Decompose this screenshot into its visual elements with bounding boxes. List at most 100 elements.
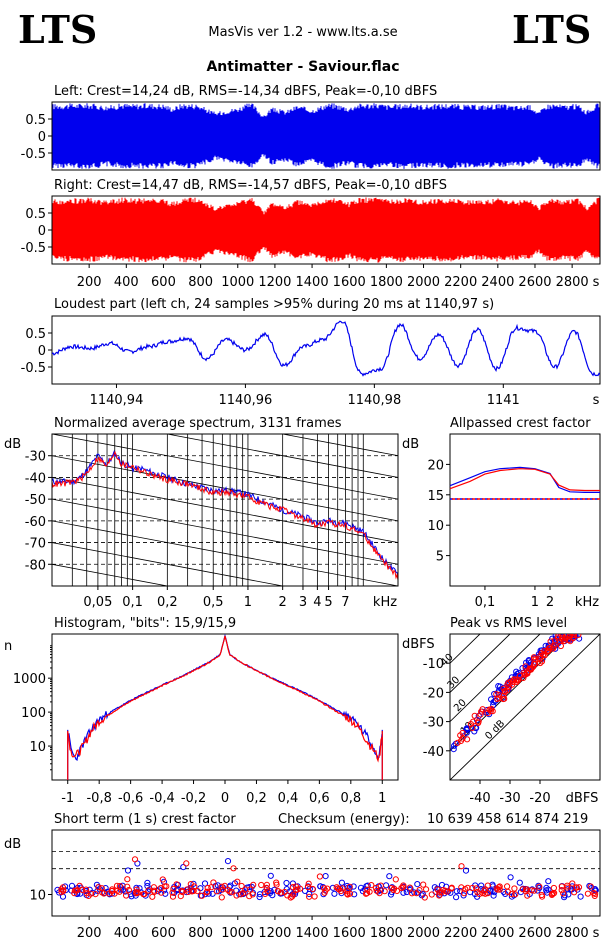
spectrum-y-label: dB <box>4 437 21 452</box>
spectrum-slope-line <box>52 498 398 565</box>
short-term-point-red <box>221 882 228 890</box>
peak-rms-point-right <box>477 711 484 718</box>
short-term-point-red <box>177 893 184 900</box>
short_term_crest-x-tick-label: 2600 <box>518 926 551 941</box>
peak-rms-point-right <box>541 647 548 655</box>
short-term-point-red <box>442 887 449 894</box>
spectrum-slope-line <box>52 434 398 500</box>
short-term-point-red <box>393 887 401 895</box>
short-term-point-blue <box>507 874 514 881</box>
peak-rms-point-right <box>555 634 562 640</box>
short-term-point-red <box>461 890 468 897</box>
short-term-point-red <box>406 884 413 891</box>
short-term-point-red <box>233 892 240 899</box>
histogram-x-tick-label: -1 <box>61 791 74 806</box>
spectrum-y-tick-label: -40 <box>25 471 46 486</box>
short-term-point-red <box>213 888 220 895</box>
histogram-x-tick-label: -0,2 <box>181 791 206 806</box>
short-term-point-red <box>230 865 237 872</box>
peak-rms-point-right <box>500 685 507 692</box>
short-term-point-red <box>124 883 131 890</box>
histogram-x-tick-label: -0,4 <box>149 791 174 806</box>
loudest-y-tick-label: 0 <box>38 344 46 359</box>
short-term-point-red <box>558 887 565 894</box>
short-term-point-red <box>494 886 501 893</box>
short-term-point-blue <box>351 891 358 898</box>
peak-rms-point-left <box>473 724 480 732</box>
right-x-tick-label: 200 <box>77 275 102 290</box>
short-term-point-blue <box>490 892 497 899</box>
short-term-point-red <box>575 884 583 891</box>
short-term-point-red <box>275 888 282 895</box>
spectrum-y-tick-label: -30 <box>25 450 46 465</box>
short-term-point-red <box>304 883 312 891</box>
short-term-point-blue <box>267 872 274 879</box>
peak-rms-point-right <box>514 677 521 684</box>
lts-logo-left: LTS <box>18 7 98 52</box>
short-term-point-red <box>392 876 399 883</box>
short-term-point-red <box>569 880 576 887</box>
peak_vs_rms-y-tick-label: -20 <box>423 686 444 701</box>
short-term-point-red <box>550 884 558 892</box>
short-term-point-blue <box>89 889 96 896</box>
short-term-point-red <box>114 887 121 894</box>
spectrum-x-tick-label: 0,2 <box>157 595 178 610</box>
short-term-point-red <box>484 890 491 897</box>
short-term-point-blue <box>180 864 187 871</box>
short-term-point-red <box>158 889 165 896</box>
short-term-point-red <box>131 856 139 863</box>
spectrum-series-red <box>52 450 398 581</box>
spectrum-y-tick-label: -60 <box>25 515 46 530</box>
peak-rms-point-right <box>547 638 554 645</box>
peak-rms-point-right <box>479 706 486 713</box>
peak-rms-y-label: dBFS <box>402 637 435 652</box>
histogram-x-tick-label: 0,8 <box>340 791 361 806</box>
short-term-point-red <box>458 884 465 891</box>
peak-rms-point-right <box>569 634 577 638</box>
short-term-point-red <box>320 885 328 892</box>
right-x-tick-label: 2600 <box>518 275 551 290</box>
short-term-point-red <box>98 885 105 892</box>
short-term-point-red <box>250 881 257 889</box>
short-term-point-red <box>191 883 198 890</box>
short_term_crest-x-tick-label: 1800 <box>370 926 403 941</box>
allpassed-x-tick-label: 0,1 <box>475 595 496 610</box>
short-term-point-blue <box>453 888 460 895</box>
short-term-point-red <box>363 890 371 897</box>
peak-rms-point-right <box>558 634 565 639</box>
spectrum-slope-line <box>52 520 398 586</box>
peak-rms-point-right <box>500 695 507 703</box>
histogram-x-tick-label: 1 <box>378 791 386 806</box>
right-x-tick-label: 800 <box>188 275 213 290</box>
short-term-point-blue <box>162 890 169 897</box>
short-term-point-red <box>183 860 190 867</box>
peak-rms-point-right <box>471 712 478 719</box>
spectrum-x-tick-label: 0,5 <box>203 595 224 610</box>
short-term-point-red <box>71 890 78 897</box>
peak-rms-point-right <box>464 736 471 743</box>
short-term-point-red <box>123 892 130 899</box>
short-term-point-blue <box>545 886 552 893</box>
peak_vs_rms-y-tick-label: -30 <box>423 716 444 731</box>
spectrum-x-tick-label: 7 <box>341 595 349 610</box>
peak-rms-crest-label: 20 <box>452 697 469 714</box>
right-y-tick-label: 0.5 <box>25 207 46 222</box>
short-term-point-blue <box>322 873 329 880</box>
peak-rms-title: Peak vs RMS level <box>450 616 567 631</box>
peak-rms-frame <box>449 633 601 781</box>
peak-rms-point-right <box>496 691 503 698</box>
spectrum-slope-line <box>52 651 398 716</box>
short-term-point-red <box>381 888 388 895</box>
histogram-x-tick-label: -0,6 <box>118 791 143 806</box>
peak_vs_rms-y-tick-label: -10 <box>423 657 444 672</box>
short-term-point-red <box>218 894 225 901</box>
short-term-point-blue <box>256 893 263 901</box>
short-term-x-unit: s <box>593 926 600 941</box>
short-term-point-red <box>448 884 455 891</box>
peak-rms-point-right <box>527 665 534 672</box>
short-term-y-label: dB <box>4 837 21 852</box>
spectrum-slope-line <box>52 455 398 522</box>
short-term-point-red <box>316 873 323 880</box>
allpassed-y-tick-label: 15 <box>427 489 444 504</box>
peak-rms-crest-line <box>450 634 481 664</box>
